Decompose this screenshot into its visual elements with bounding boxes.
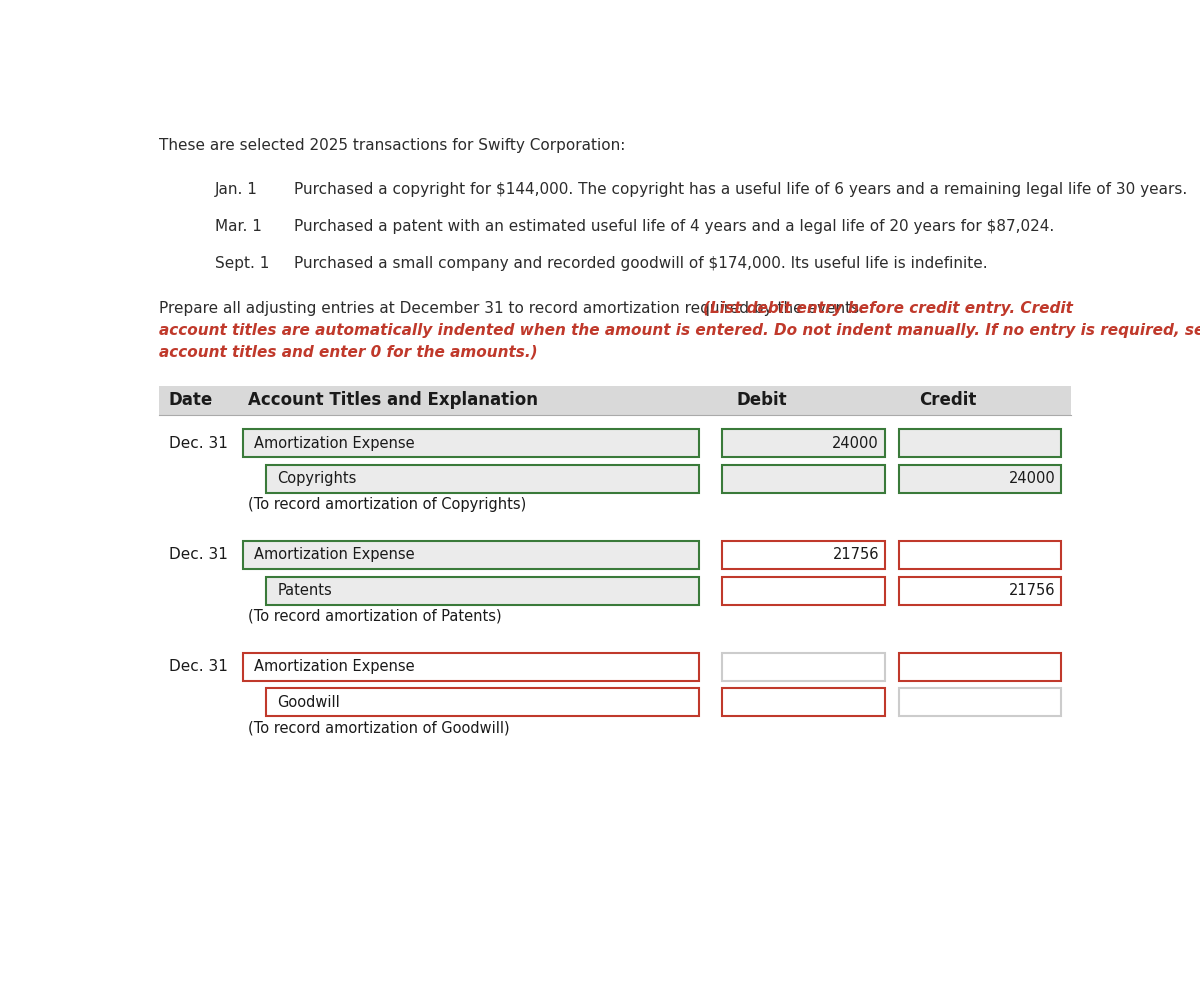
Text: Debit: Debit: [737, 391, 787, 409]
Text: Mar. 1: Mar. 1: [215, 219, 262, 234]
Text: Amortization Expense: Amortization Expense: [254, 547, 415, 562]
Text: 24000: 24000: [833, 435, 880, 451]
Text: Amortization Expense: Amortization Expense: [254, 435, 415, 451]
Text: Purchased a patent with an estimated useful life of 4 years and a legal life of : Purchased a patent with an estimated use…: [294, 219, 1055, 234]
FancyBboxPatch shape: [899, 577, 1062, 605]
FancyBboxPatch shape: [722, 688, 884, 717]
Text: Dec. 31: Dec. 31: [168, 547, 228, 562]
FancyBboxPatch shape: [242, 541, 698, 569]
Text: (List debit entry before credit entry. Credit: (List debit entry before credit entry. C…: [703, 301, 1073, 317]
Text: account titles are automatically indented when the amount is entered. Do not ind: account titles are automatically indente…: [160, 323, 1200, 338]
FancyBboxPatch shape: [266, 577, 698, 605]
Text: Copyrights: Copyrights: [277, 472, 356, 486]
Text: (To record amortization of Patents): (To record amortization of Patents): [247, 609, 502, 623]
Text: Goodwill: Goodwill: [277, 695, 340, 710]
Text: 21756: 21756: [833, 547, 880, 562]
FancyBboxPatch shape: [899, 465, 1062, 493]
Text: Jan. 1: Jan. 1: [215, 181, 258, 197]
FancyBboxPatch shape: [899, 541, 1062, 569]
Text: Purchased a small company and recorded goodwill of $174,000. Its useful life is : Purchased a small company and recorded g…: [294, 256, 988, 271]
Text: Date: Date: [168, 391, 212, 409]
Text: (To record amortization of Copyrights): (To record amortization of Copyrights): [247, 497, 526, 512]
FancyBboxPatch shape: [722, 429, 884, 457]
Text: Purchased a copyright for $144,000. The copyright has a useful life of 6 years a: Purchased a copyright for $144,000. The …: [294, 181, 1188, 197]
Text: Dec. 31: Dec. 31: [168, 659, 228, 674]
FancyBboxPatch shape: [722, 541, 884, 569]
Text: Prepare all adjusting entries at December 31 to record amortization required by : Prepare all adjusting entries at Decembe…: [160, 301, 869, 317]
FancyBboxPatch shape: [899, 429, 1062, 457]
Text: (To record amortization of Goodwill): (To record amortization of Goodwill): [247, 720, 509, 735]
Text: 24000: 24000: [1009, 472, 1056, 486]
Text: Patents: Patents: [277, 583, 332, 598]
FancyBboxPatch shape: [722, 652, 884, 680]
Text: Account Titles and Explanation: Account Titles and Explanation: [247, 391, 538, 409]
FancyBboxPatch shape: [722, 577, 884, 605]
FancyBboxPatch shape: [266, 465, 698, 493]
Text: Credit: Credit: [919, 391, 977, 409]
FancyBboxPatch shape: [160, 386, 1070, 415]
Text: Sept. 1: Sept. 1: [215, 256, 270, 271]
FancyBboxPatch shape: [722, 465, 884, 493]
Text: Amortization Expense: Amortization Expense: [254, 659, 415, 674]
FancyBboxPatch shape: [266, 688, 698, 717]
Text: account titles and enter 0 for the amounts.): account titles and enter 0 for the amoun…: [160, 345, 538, 360]
FancyBboxPatch shape: [242, 429, 698, 457]
Text: 21756: 21756: [1009, 583, 1056, 598]
Text: Dec. 31: Dec. 31: [168, 435, 228, 451]
FancyBboxPatch shape: [242, 652, 698, 680]
FancyBboxPatch shape: [899, 688, 1062, 717]
Text: These are selected 2025 transactions for Swifty Corporation:: These are selected 2025 transactions for…: [160, 138, 625, 153]
FancyBboxPatch shape: [899, 652, 1062, 680]
